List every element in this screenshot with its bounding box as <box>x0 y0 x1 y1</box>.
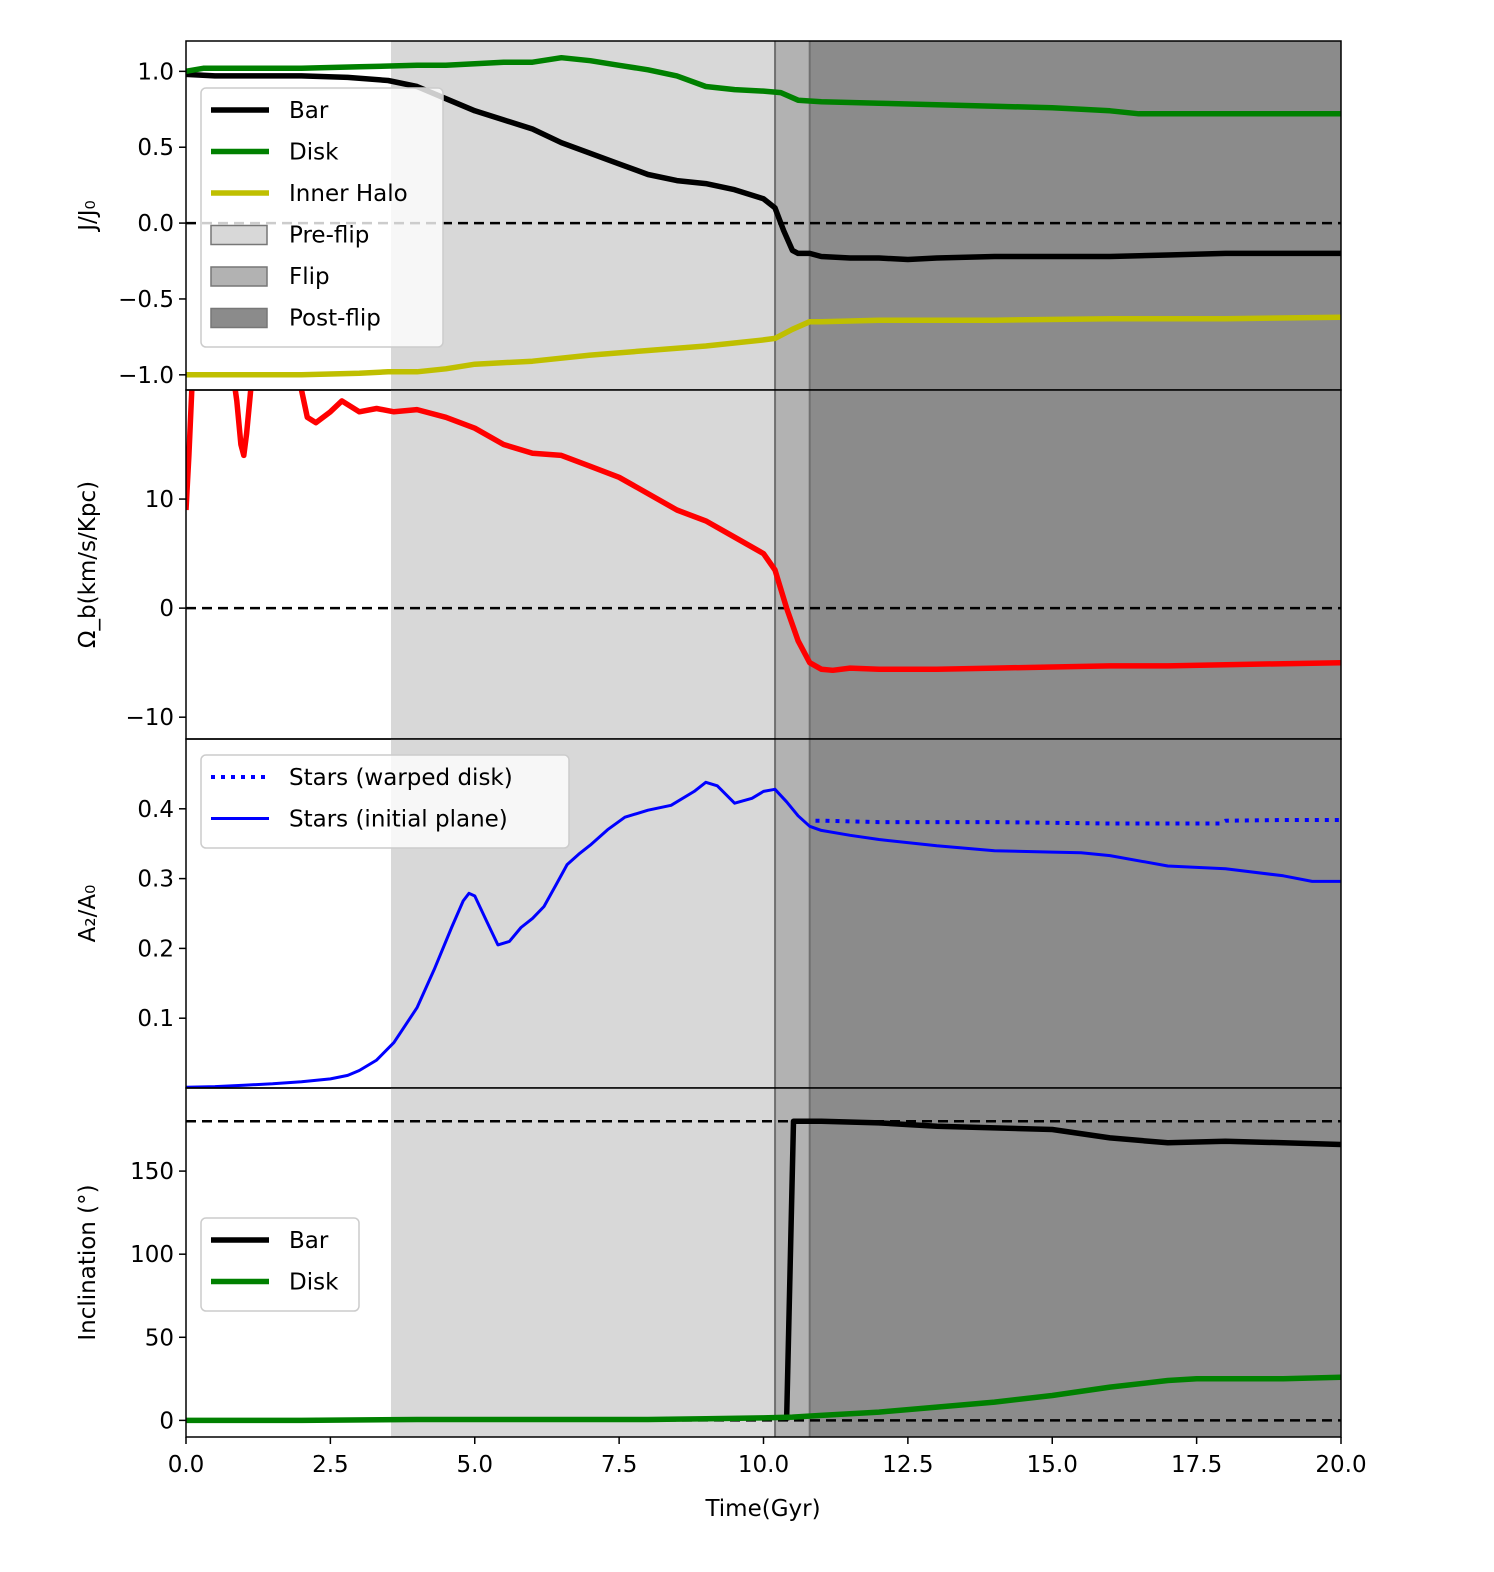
panel-4: 150 100 50 0 Inclination (°) Bar Disk 0.0 2.5 5.0… <box>75 1087 1367 1478</box>
legend: Stars (warped disk) Stars (initial plane) <box>200 754 570 849</box>
phase-span-post-flip <box>809 41 1341 390</box>
y-tick-label: 50 <box>145 1325 174 1351</box>
legend: Bar Disk <box>200 1217 360 1312</box>
x-tick-label: 0.0 <box>168 1452 205 1478</box>
legend-label: Bar <box>289 1228 329 1254</box>
x-tick-label: 2.5 <box>312 1452 349 1478</box>
y-axis-label: J/J₀ <box>75 200 101 233</box>
legend-box <box>200 754 570 849</box>
x-tick-label: 20.0 <box>1315 1452 1366 1478</box>
series-line-bar <box>186 390 1341 674</box>
series-line-stars-warped-disk- <box>815 818 1341 826</box>
y-tick-label: 0 <box>159 596 174 622</box>
y-tick-label: 0.3 <box>137 867 174 893</box>
legend-swatch <box>210 307 268 329</box>
legend-swatch <box>210 266 268 287</box>
y-tick-label: −10 <box>125 705 174 731</box>
x-tick-label: 15.0 <box>1027 1452 1078 1478</box>
phase-span-flip <box>775 390 810 739</box>
phase-span-post-flip <box>809 739 1341 1088</box>
y-tick-label: −0.5 <box>118 287 174 313</box>
x-tick-label: 5.0 <box>456 1452 493 1478</box>
y-tick-label: 0.1 <box>137 1006 174 1032</box>
y-axis-label: A₂/A₀ <box>75 885 101 943</box>
legend-label: Stars (initial plane) <box>289 807 508 833</box>
legend-swatch <box>210 224 268 246</box>
x-tick-label: 12.5 <box>882 1452 933 1478</box>
panel-2: 10 0 −10 Ω_b(km/s/Kpc) <box>75 389 1342 740</box>
legend-label: Pre-flip <box>289 223 369 249</box>
y-axis-label: Inclination (°) <box>75 1184 101 1340</box>
y-tick-label: 0.2 <box>137 936 174 962</box>
series-line-stars-initial-plane- <box>186 780 1341 1088</box>
x-tick-label: 7.5 <box>601 1452 638 1478</box>
y-tick-label: 0.4 <box>137 797 174 823</box>
series-line-disk <box>186 1374 1341 1424</box>
series-line-inner-halo <box>186 314 1341 378</box>
phase-span-pre-flip <box>391 1088 776 1437</box>
x-tick-label: 10.0 <box>738 1452 789 1478</box>
legend-label: Disk <box>289 140 339 166</box>
phase-span-post-flip <box>809 390 1341 739</box>
y-tick-label: 0.0 <box>137 211 174 237</box>
legend-label: Inner Halo <box>289 181 408 207</box>
panel-1: 1.0 0.5 0.0 −0.5 −1.0 J/J₀ Bar Disk Inner Halo Pr… <box>75 40 1342 391</box>
x-axis-label: Time(Gyr) <box>704 1496 820 1522</box>
legend: Bar Disk Inner Halo Pre-flip Flip Post-flip <box>200 87 444 348</box>
x-tick-label: 17.5 <box>1171 1452 1222 1478</box>
legend-label: Flip <box>289 264 330 290</box>
y-tick-label: 0.5 <box>137 135 174 161</box>
legend-box <box>200 1217 360 1312</box>
y-tick-label: 100 <box>130 1242 174 1268</box>
y-tick-label: 150 <box>130 1159 174 1185</box>
legend-label: Post-flip <box>289 306 381 332</box>
y-tick-label: 0 <box>159 1408 174 1434</box>
phase-span-flip <box>775 739 810 1088</box>
legend-label: Bar <box>289 98 329 124</box>
series-line-bar <box>186 71 1341 263</box>
y-axis-label: Ω_b(km/s/Kpc) <box>75 481 101 648</box>
phase-span-pre-flip <box>391 390 776 739</box>
y-tick-label: −1.0 <box>118 363 174 389</box>
series-line-bar <box>783 1118 1341 1421</box>
y-tick-label: 1.0 <box>137 59 174 85</box>
series-line-disk <box>186 54 1341 117</box>
legend-label: Stars (warped disk) <box>289 765 513 791</box>
phase-span-pre-flip <box>391 41 776 390</box>
y-tick-label: 10 <box>145 487 174 513</box>
legend-label: Disk <box>289 1270 339 1296</box>
